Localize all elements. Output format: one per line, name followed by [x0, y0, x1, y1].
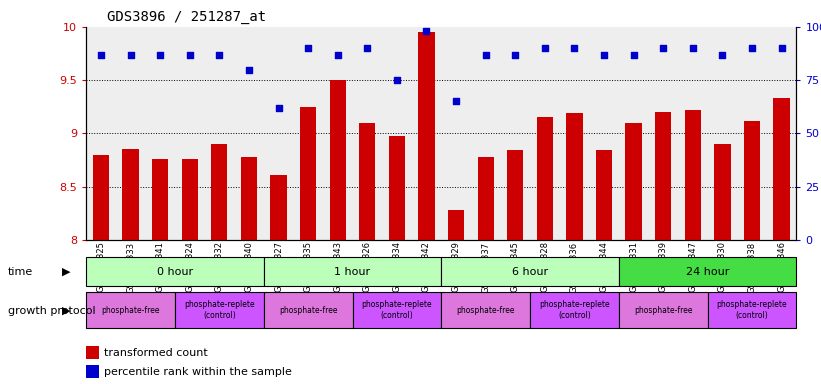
Bar: [181, 159, 198, 384]
Point: [775, 45, 788, 51]
Point: [450, 98, 463, 104]
Point: [124, 51, 137, 58]
Bar: [93, 155, 109, 384]
Bar: [352, 292, 442, 328]
Point: [390, 77, 403, 83]
Bar: [744, 121, 760, 384]
Bar: [626, 123, 642, 384]
Point: [598, 51, 611, 58]
Point: [94, 51, 108, 58]
Bar: [241, 157, 257, 384]
Text: ▶: ▶: [62, 306, 70, 316]
Point: [568, 45, 581, 51]
Bar: [122, 149, 139, 384]
Bar: [448, 210, 464, 384]
Text: phosphate-free: phosphate-free: [279, 306, 337, 314]
Text: 24 hour: 24 hour: [686, 266, 729, 277]
Point: [272, 105, 285, 111]
Point: [686, 45, 699, 51]
Text: 1 hour: 1 hour: [334, 266, 370, 277]
Bar: [419, 32, 434, 384]
Point: [154, 51, 167, 58]
Point: [627, 51, 640, 58]
Text: phosphate-free: phosphate-free: [634, 306, 692, 314]
Bar: [152, 159, 168, 384]
Point: [360, 45, 374, 51]
Bar: [537, 118, 553, 384]
Bar: [175, 292, 264, 328]
Point: [331, 51, 344, 58]
Bar: [773, 98, 790, 384]
Bar: [86, 257, 264, 286]
Text: phosphate-free: phosphate-free: [101, 306, 160, 314]
Bar: [442, 292, 530, 328]
Text: GDS3896 / 251287_at: GDS3896 / 251287_at: [107, 10, 266, 23]
Point: [301, 45, 314, 51]
Bar: [86, 365, 99, 378]
Text: percentile rank within the sample: percentile rank within the sample: [104, 367, 291, 377]
Bar: [596, 151, 612, 384]
Bar: [300, 107, 316, 384]
Bar: [359, 123, 375, 384]
Bar: [566, 113, 583, 384]
Bar: [619, 292, 708, 328]
Text: phosphate-replete
(control): phosphate-replete (control): [361, 300, 432, 320]
Point: [539, 45, 552, 51]
Bar: [655, 112, 672, 384]
Text: 0 hour: 0 hour: [157, 266, 193, 277]
Point: [745, 45, 759, 51]
Point: [657, 45, 670, 51]
Bar: [389, 136, 405, 384]
Bar: [478, 157, 493, 384]
Text: phosphate-free: phosphate-free: [456, 306, 515, 314]
Text: phosphate-replete
(control): phosphate-replete (control): [717, 300, 787, 320]
Point: [213, 51, 226, 58]
Bar: [507, 151, 524, 384]
Text: phosphate-replete
(control): phosphate-replete (control): [539, 300, 610, 320]
Bar: [530, 292, 619, 328]
Point: [242, 66, 255, 73]
Bar: [270, 175, 287, 384]
Bar: [329, 80, 346, 384]
Bar: [708, 292, 796, 328]
Bar: [714, 144, 731, 384]
Bar: [619, 257, 796, 286]
Bar: [264, 292, 352, 328]
Point: [420, 28, 433, 34]
Point: [183, 51, 196, 58]
Point: [479, 51, 493, 58]
Bar: [264, 257, 442, 286]
Text: time: time: [8, 267, 34, 277]
Bar: [86, 346, 99, 359]
Text: transformed count: transformed count: [104, 348, 208, 358]
Bar: [685, 110, 701, 384]
Text: 6 hour: 6 hour: [512, 266, 548, 277]
Text: ▶: ▶: [62, 267, 70, 277]
Point: [509, 51, 522, 58]
Point: [716, 51, 729, 58]
Bar: [211, 144, 227, 384]
Bar: [442, 257, 619, 286]
Text: growth protocol: growth protocol: [8, 306, 96, 316]
Text: phosphate-replete
(control): phosphate-replete (control): [184, 300, 255, 320]
Bar: [86, 292, 175, 328]
